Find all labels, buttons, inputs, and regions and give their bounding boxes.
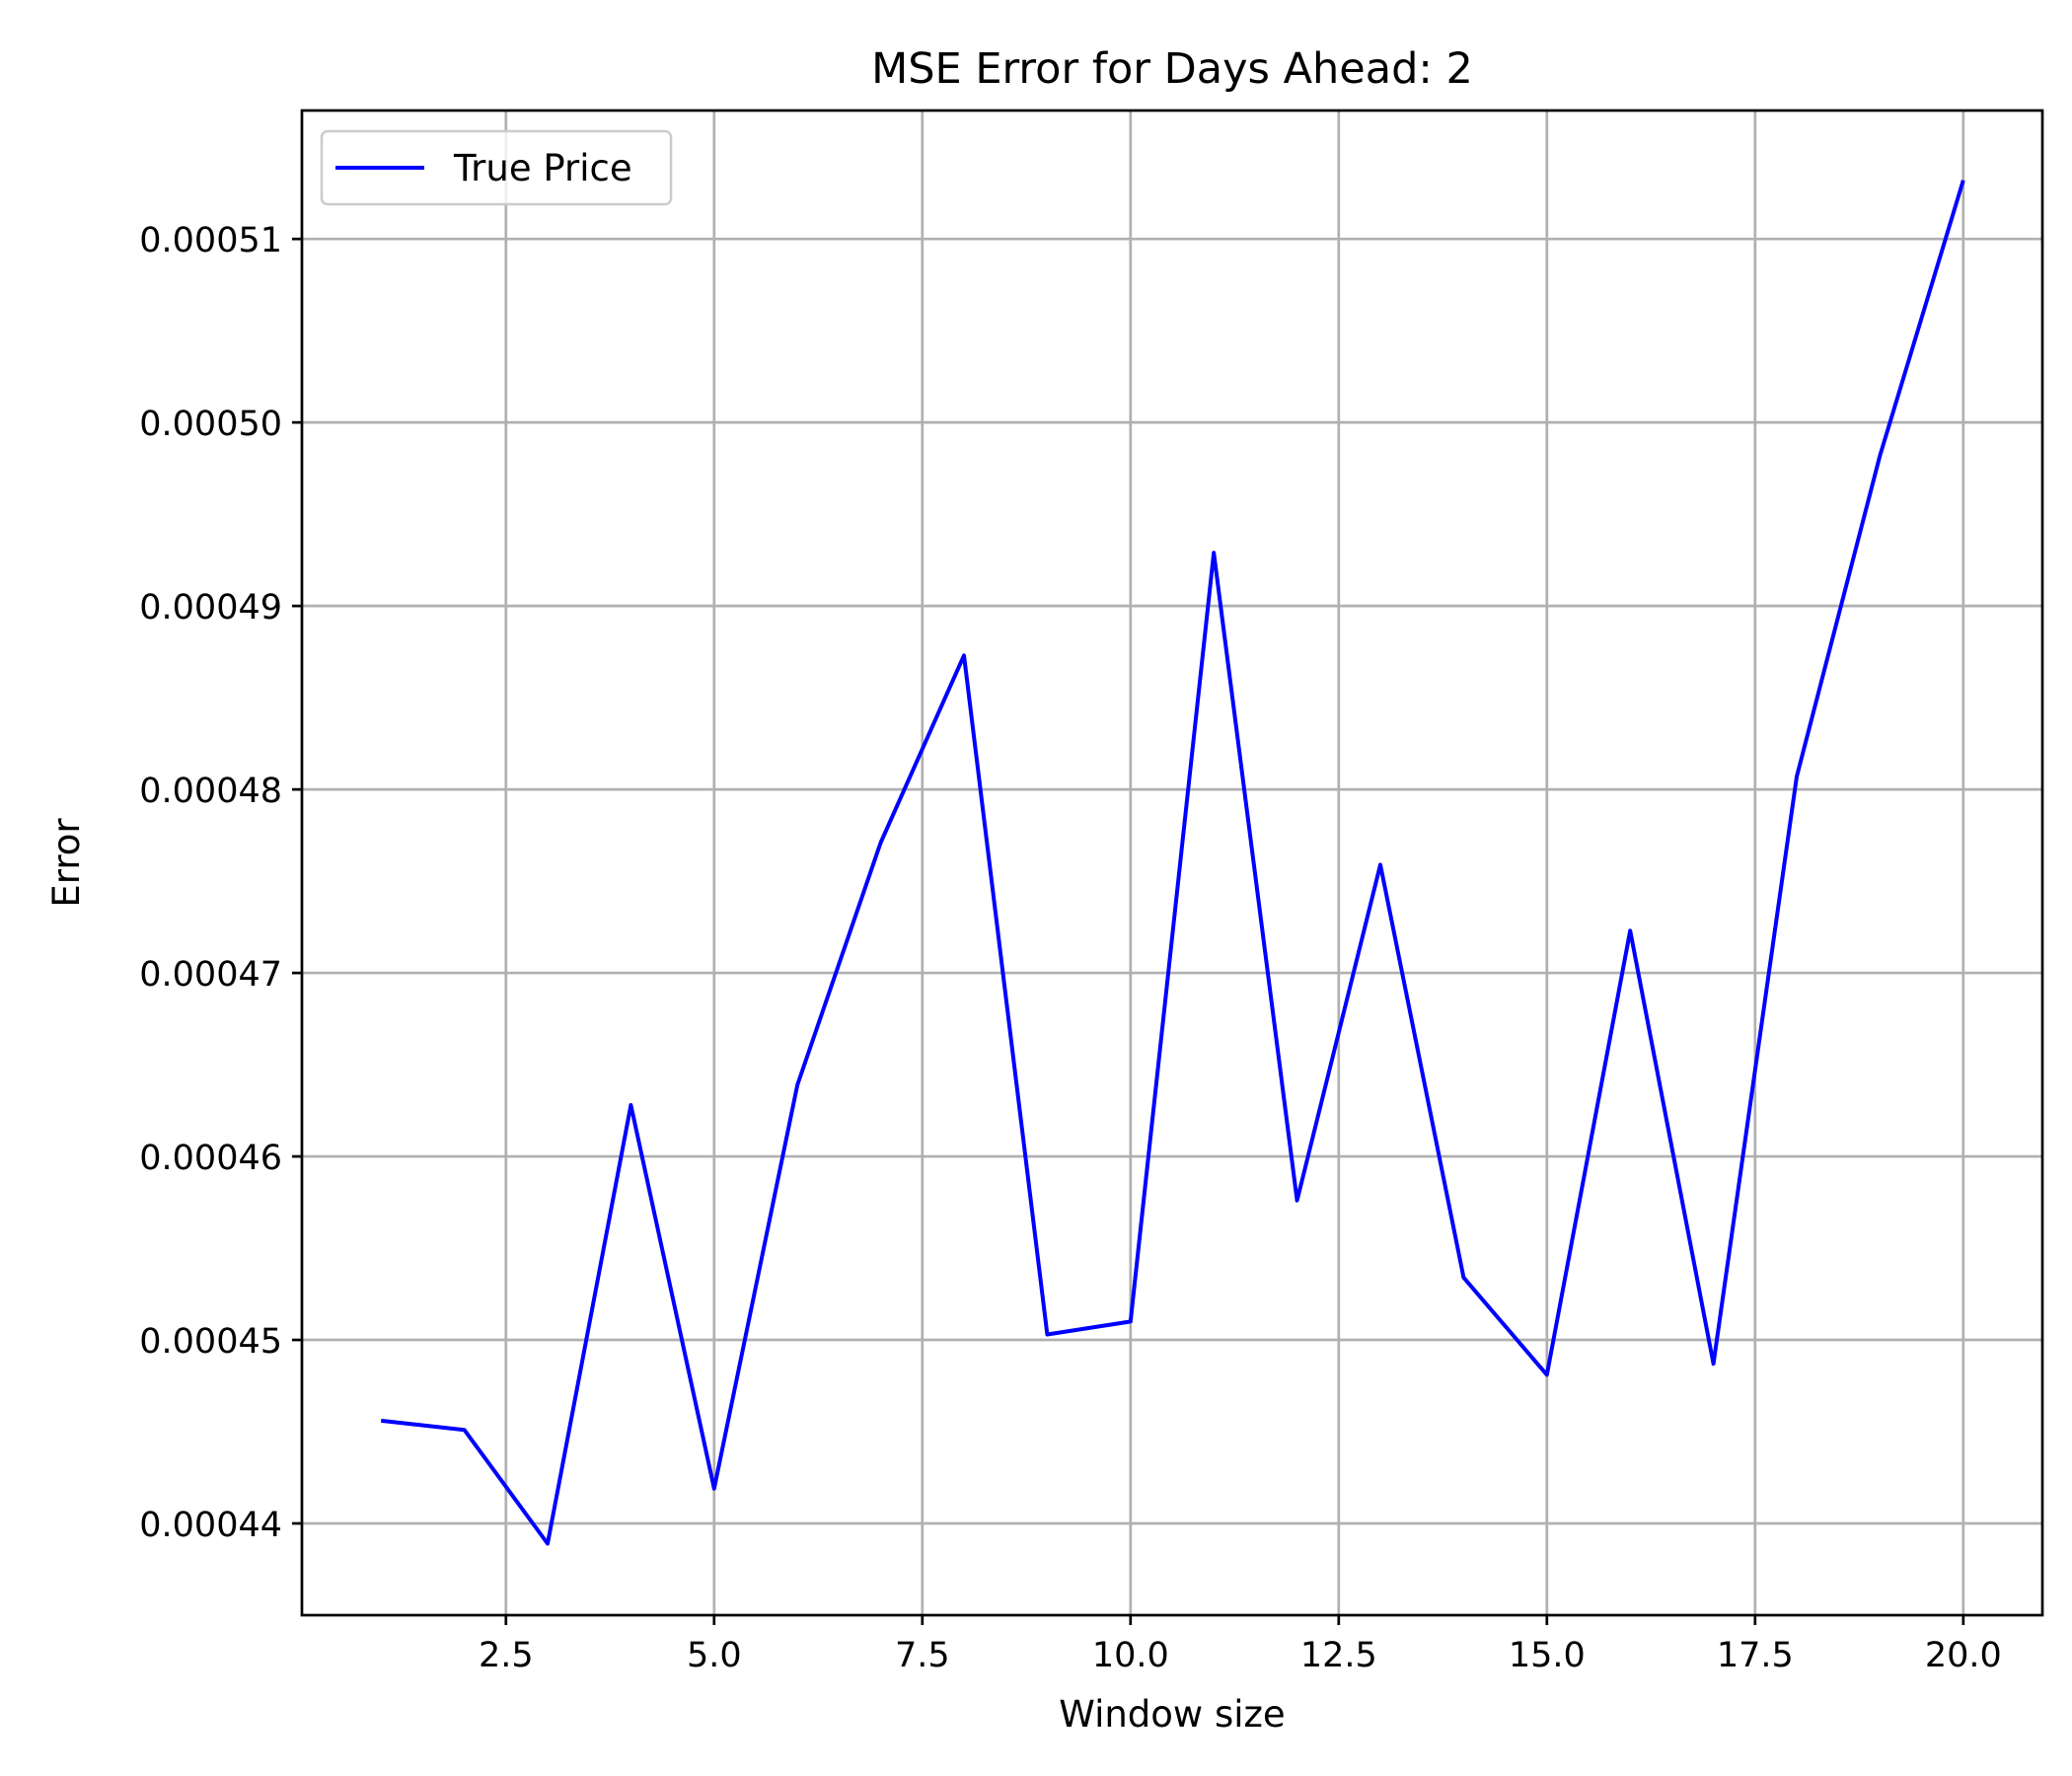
x-tick-label: 17.5 bbox=[1717, 1636, 1794, 1675]
legend: True Price bbox=[320, 129, 673, 206]
y-tick-label: 0.00050 bbox=[139, 405, 282, 444]
x-tick-label: 10.0 bbox=[1092, 1636, 1169, 1675]
grid-lines bbox=[302, 111, 2042, 1615]
legend-label: True Price bbox=[453, 147, 632, 189]
legend-box bbox=[320, 129, 673, 206]
plot-frame bbox=[300, 109, 2044, 1617]
y-tick-label: 0.00049 bbox=[139, 588, 282, 628]
x-axis-label: Window size bbox=[1059, 1693, 1285, 1736]
chart-title: MSE Error for Days Ahead: 2 bbox=[871, 44, 1473, 94]
y-tick-label: 0.00045 bbox=[139, 1322, 282, 1362]
x-tick-label: 15.0 bbox=[1509, 1636, 1586, 1675]
axis-ticks: 2.5 5.0 7.5 10.0 12.5 15.0 17.5 20.0 0.00044 0.00… bbox=[139, 221, 2002, 1675]
y-tick-label: 0.00048 bbox=[139, 772, 282, 811]
y-tick-label: 0.00051 bbox=[139, 221, 282, 260]
y-tick-label: 0.00046 bbox=[139, 1139, 282, 1178]
y-tick-label: 0.00044 bbox=[139, 1506, 282, 1545]
x-tick-label: 2.5 bbox=[479, 1636, 534, 1675]
x-tick-label: 7.5 bbox=[895, 1636, 950, 1675]
y-tick-label: 0.00047 bbox=[139, 955, 282, 995]
series-layer bbox=[380, 180, 1965, 1546]
y-axis-label: Error bbox=[45, 818, 88, 908]
x-tick-label: 20.0 bbox=[1925, 1636, 2002, 1675]
series-line bbox=[380, 180, 1965, 1546]
x-tick-label: 5.0 bbox=[687, 1636, 742, 1675]
x-tick-label: 12.5 bbox=[1300, 1636, 1377, 1675]
